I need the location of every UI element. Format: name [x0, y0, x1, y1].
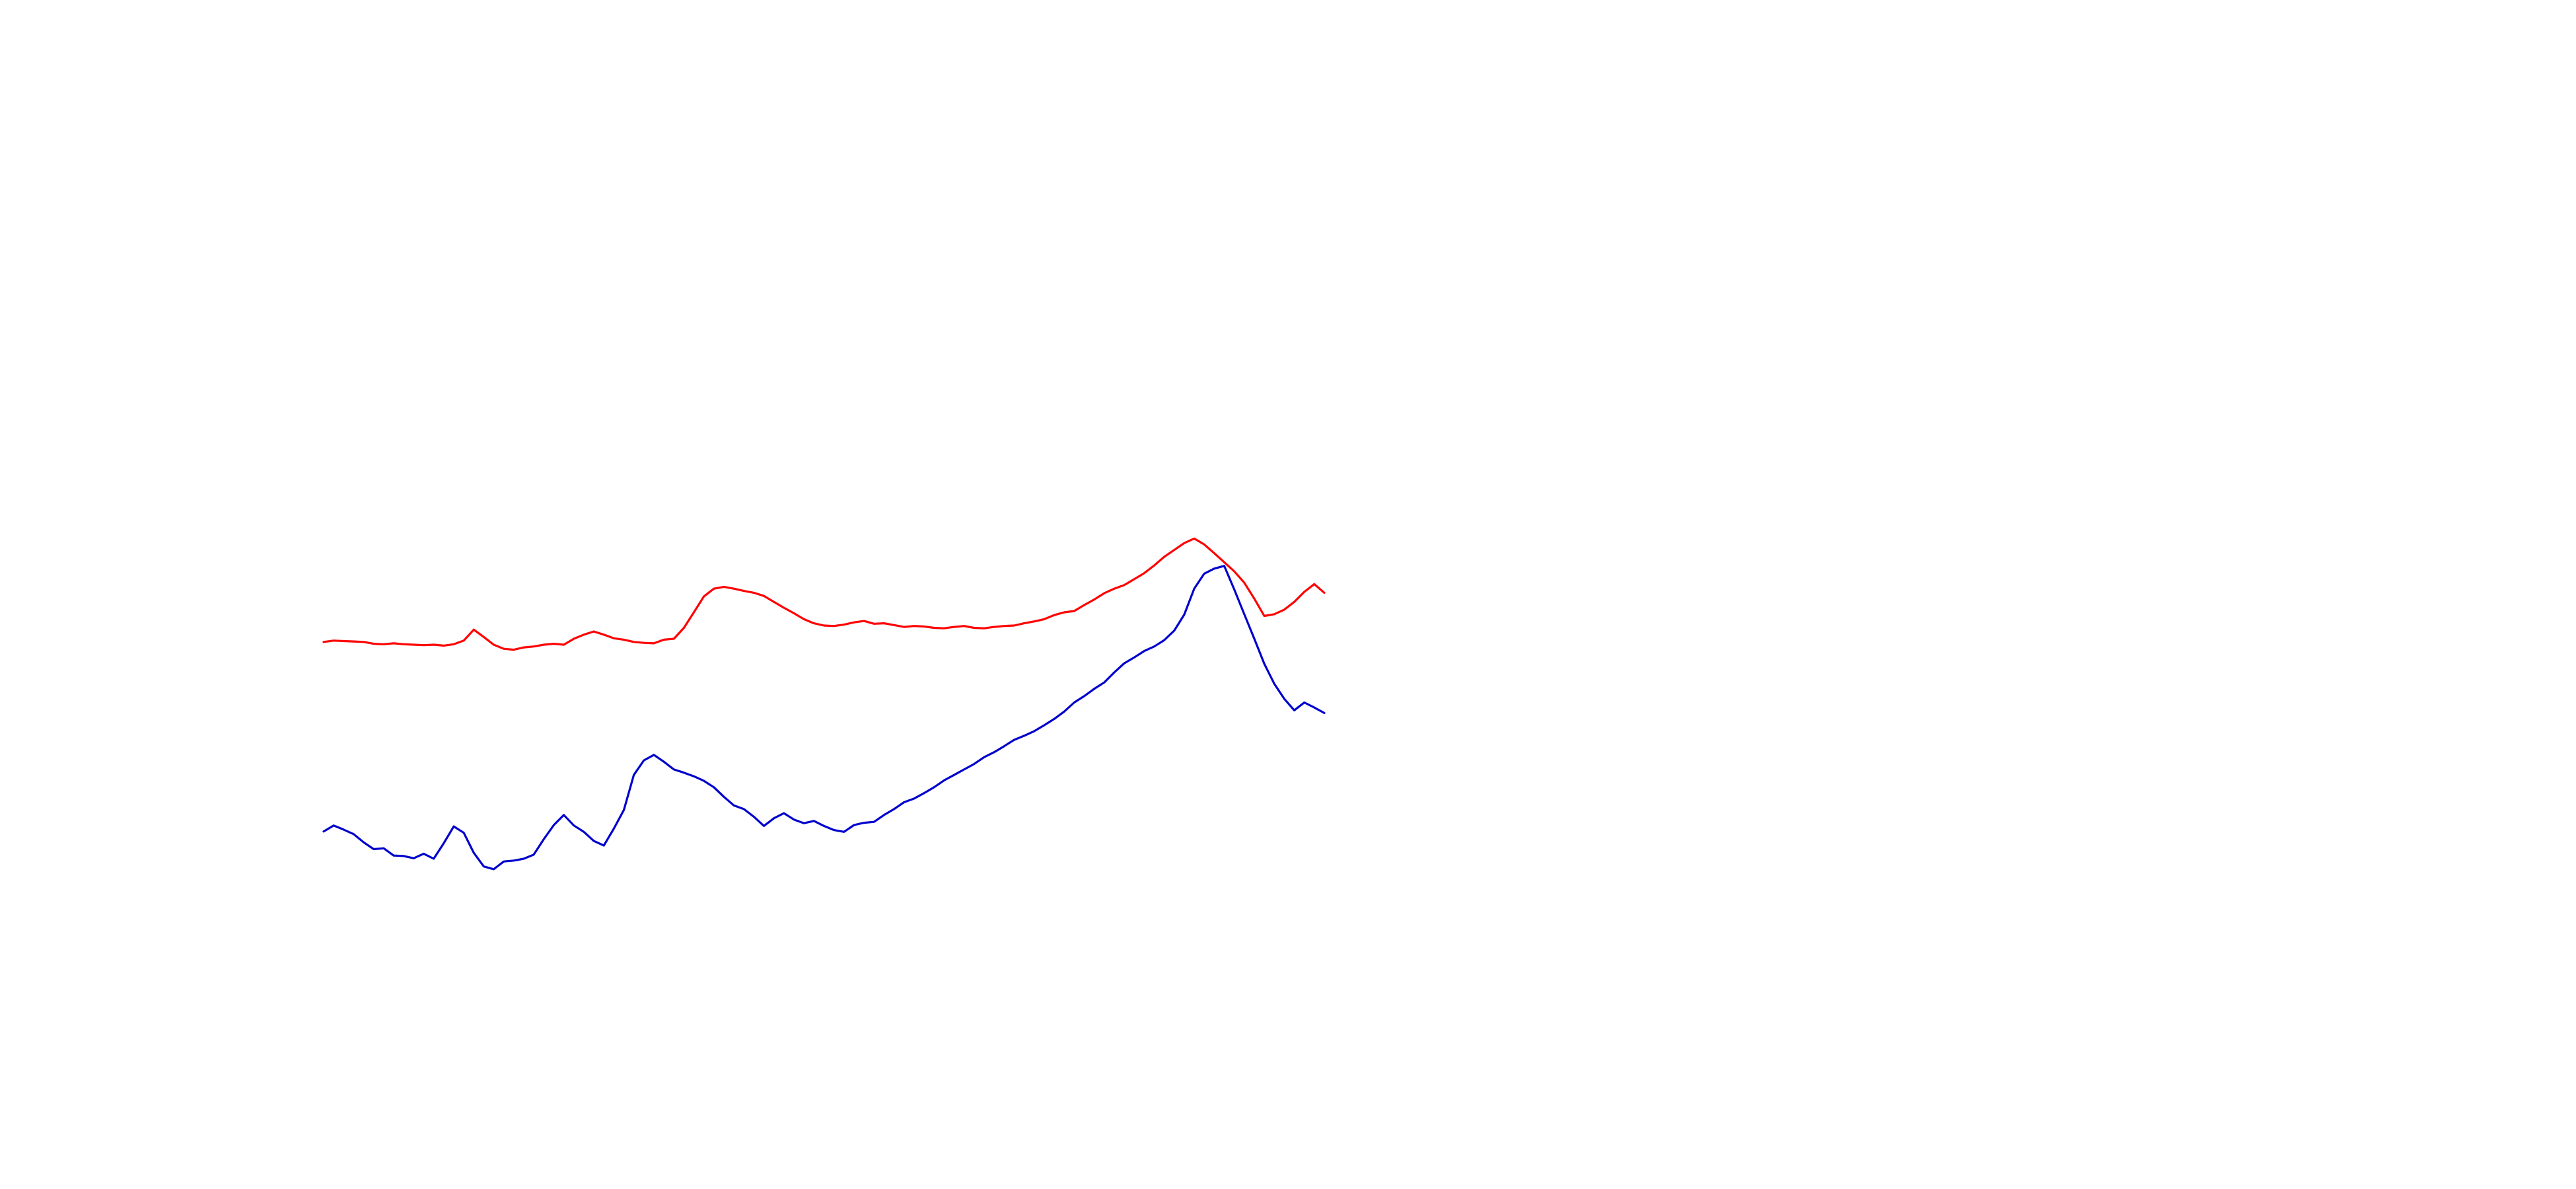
- series-line-1: [322, 537, 1326, 651]
- series-line-2: [322, 565, 1326, 871]
- plot-area: [322, 537, 1326, 871]
